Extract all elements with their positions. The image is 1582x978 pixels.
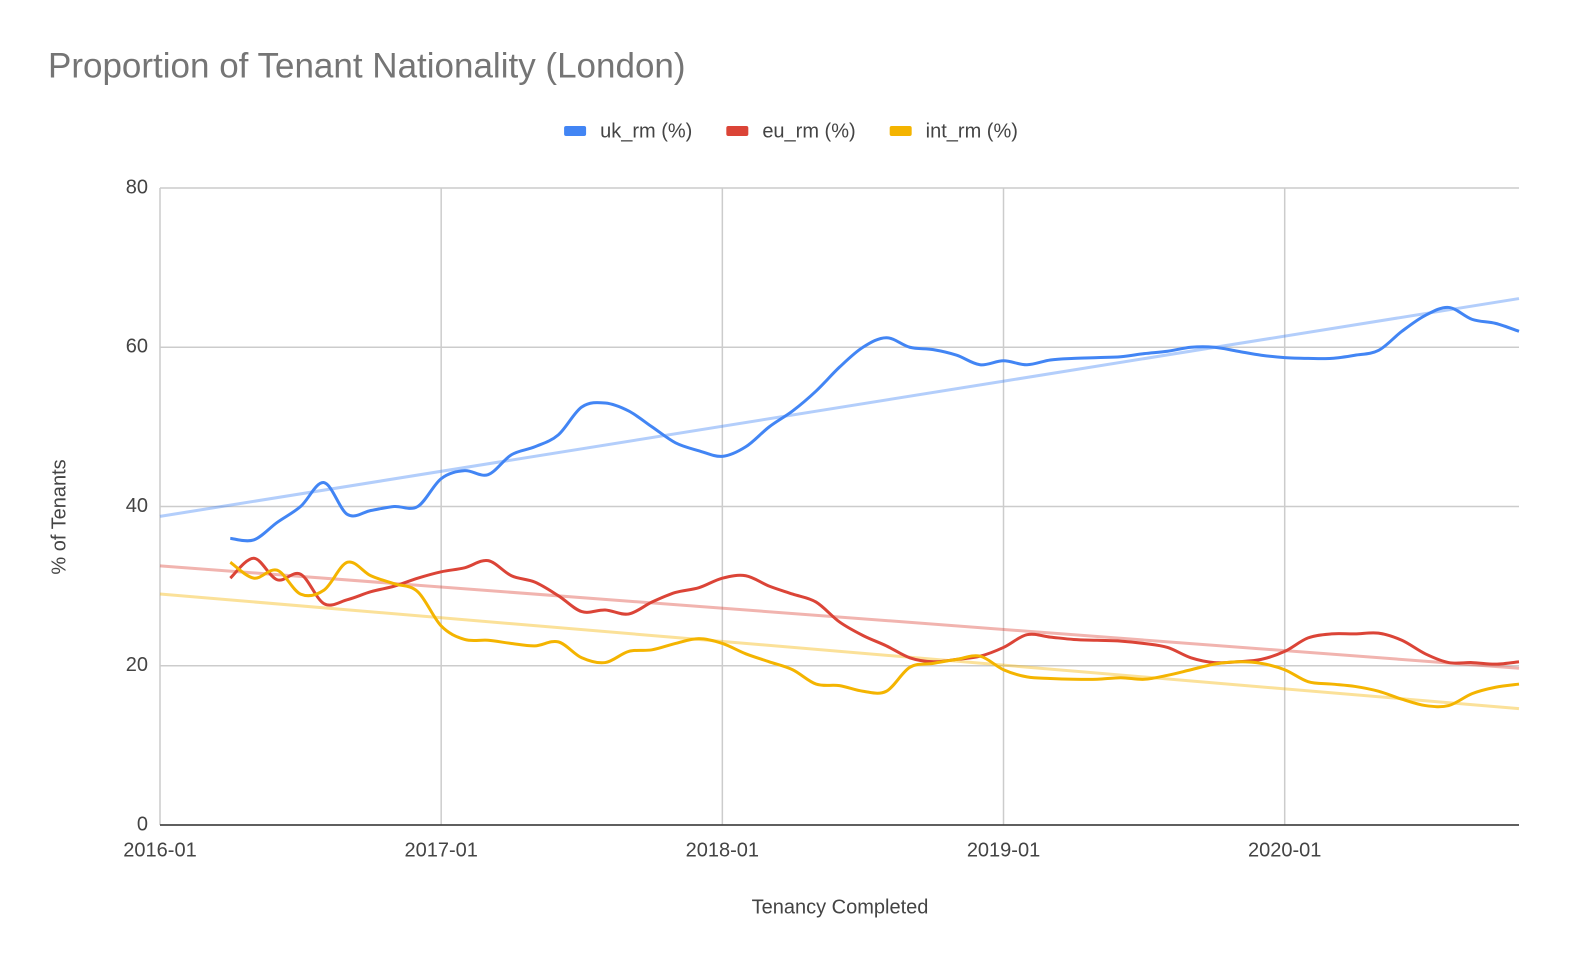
series-line — [229, 560, 1520, 709]
legend-swatch — [726, 126, 749, 136]
series-line — [229, 556, 1520, 666]
series-line — [230, 305, 1520, 543]
x-tick-label: 2017-01 — [404, 839, 477, 861]
chart-title: Proportion of Tenant Nationality (London… — [48, 46, 686, 85]
legend-swatch — [889, 126, 912, 136]
legend-label: uk_rm (%) — [600, 120, 692, 142]
x-axis-label: Tenancy Completed — [752, 896, 929, 918]
x-tick-label: 2016-01 — [123, 839, 196, 861]
trendline — [159, 564, 1520, 670]
y-tick-label: 60 — [126, 336, 148, 358]
y-tick-label: 80 — [126, 176, 148, 198]
x-tick-label: 2018-01 — [686, 839, 759, 861]
y-tick-label: 40 — [126, 495, 148, 517]
x-tick-label: 2019-01 — [967, 839, 1040, 861]
y-tick-label: 0 — [137, 813, 148, 835]
legend-label: int_rm (%) — [926, 120, 1018, 142]
legend-label: eu_rm (%) — [762, 120, 855, 142]
trendline — [159, 297, 1520, 518]
trendline — [159, 592, 1520, 711]
y-axis-label: % of Tenants — [48, 459, 70, 574]
legend-swatch — [564, 126, 587, 136]
y-tick-label: 20 — [126, 654, 148, 676]
x-tick-label: 2020-01 — [1248, 839, 1321, 861]
